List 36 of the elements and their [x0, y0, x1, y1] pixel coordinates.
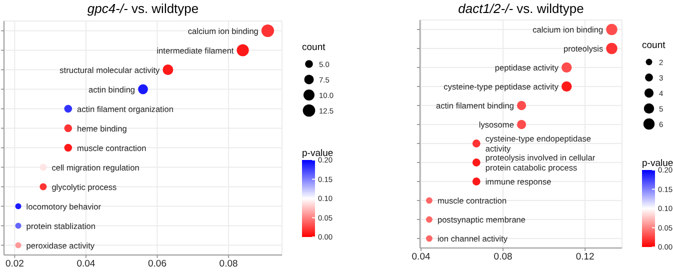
category-label: muscle contraction: [437, 196, 507, 206]
category-label: calcium ion binding: [532, 24, 604, 34]
category-label: postsynaptic membrane: [437, 214, 526, 224]
category-label: glycolytic process: [52, 182, 117, 192]
category-label: structural molecular activity: [60, 64, 160, 75]
category-label: actin filament organization: [77, 104, 174, 114]
category-label: protein stablization: [26, 220, 96, 231]
x-tick-label: 0.04: [76, 258, 96, 270]
category-label: proteolysis involved in cellular protein catabolic process: [485, 152, 596, 172]
category-label: muscle contraction: [77, 142, 146, 153]
chart-title: gpc4-/- vs. wildtype: [86, 0, 200, 17]
color-bar-title: p-value: [642, 158, 673, 169]
x-tick-label: 0.02: [5, 258, 24, 270]
x-tick-label: 0.12: [576, 252, 594, 263]
category-label: peroxidase activity: [26, 240, 95, 250]
category-label: actin filament binding: [436, 100, 514, 110]
legend-title: count: [642, 40, 666, 51]
x-tick-label: 0.08: [494, 252, 512, 263]
category-label: intermediate filament: [156, 45, 234, 56]
category-label: ion channel activity: [437, 234, 508, 244]
category-label: immune response: [485, 176, 552, 186]
legend-title: count: [302, 42, 326, 53]
category-label: cysteine-type peptidase activity: [444, 82, 559, 92]
color-bar-title: p-value: [302, 148, 334, 159]
category-label: lysosome: [478, 120, 514, 130]
x-tick-label: 0.04: [412, 252, 430, 263]
category-label: cell migration regulation: [52, 162, 140, 172]
category-label: heme binding: [77, 123, 127, 134]
category-label: calcium ion binding: [188, 26, 258, 36]
chart-title: dact1/2-/- vs. wildtype: [457, 0, 585, 17]
x-tick-label: 0.08: [219, 258, 238, 270]
category-label: locomotory behavior: [26, 201, 101, 212]
category-label: peptidase activity: [494, 62, 559, 72]
category-label: proteolysis: [563, 44, 604, 54]
x-tick-label: 0.06: [148, 258, 167, 270]
category-label: actin binding: [88, 84, 136, 94]
